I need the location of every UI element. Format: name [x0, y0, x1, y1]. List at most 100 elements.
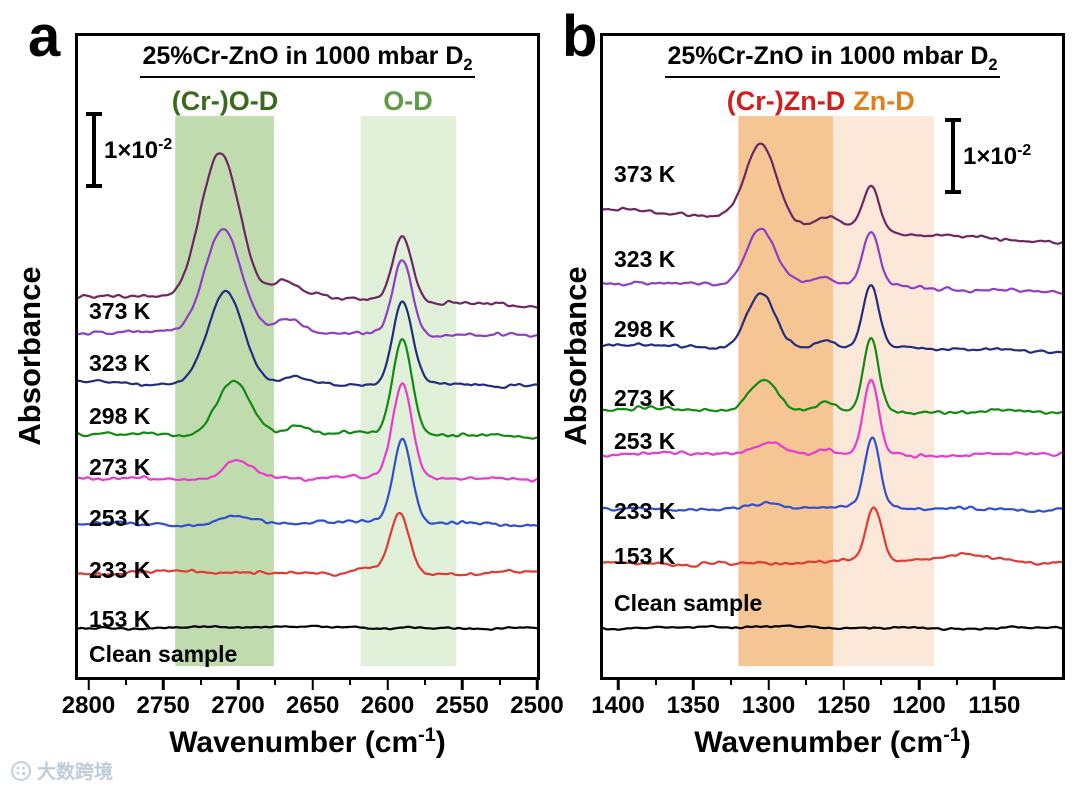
minor-tick-mark — [955, 680, 958, 685]
tick-label: 1200 — [892, 692, 946, 719]
tick-label: 2800 — [61, 692, 116, 719]
watermark: 大数跨境 — [10, 757, 113, 784]
series-label: 253 K — [614, 428, 676, 454]
scale-bar-label-base: 1×10 — [104, 136, 159, 164]
tick-label: 2550 — [435, 692, 489, 719]
minor-tick-mark — [274, 680, 277, 685]
spectrum-253-k — [603, 378, 1062, 459]
series-label: Clean sample — [89, 641, 238, 667]
x-axis-ticks-a — [78, 680, 539, 694]
x-axis-label-b: Wavenumber (cm-1) — [600, 724, 1065, 760]
scale-bar-cap-top — [86, 112, 102, 116]
tick-mark — [311, 680, 314, 690]
panel-b: b Absorbance 25%Cr-ZnO in 1000 mbar D2 (… — [540, 0, 1080, 790]
minor-tick-mark — [423, 680, 426, 685]
scale-bar-label: 1×10-2 — [104, 136, 172, 165]
spectrum-153-k — [78, 511, 537, 577]
highlight-band — [175, 116, 274, 667]
watermark-text: 大数跨境 — [37, 762, 114, 783]
spectrum-298-k — [603, 284, 1062, 355]
band-label-cr-o-d: (Cr-)O-D — [171, 86, 279, 116]
series-label: 323 K — [89, 350, 151, 376]
spectrum-253-k — [78, 382, 537, 483]
tick-mark — [917, 680, 921, 690]
series-label: 323 K — [614, 246, 676, 272]
watermark-logo-icon — [11, 760, 31, 781]
minor-tick-mark — [498, 680, 501, 685]
tick-label: 1350 — [666, 692, 720, 719]
spectrum-273-k — [78, 338, 537, 440]
spectra-plot-b — [603, 116, 1062, 667]
plot-title-text: 25%Cr-ZnO in 1000 mbar D — [667, 42, 989, 70]
tick-mark — [161, 680, 165, 690]
tick-label: 1400 — [591, 692, 645, 719]
band-label-o-d: O-D — [383, 86, 433, 116]
scale-bar-cap-bottom — [945, 190, 961, 194]
series-label: 153 K — [89, 606, 151, 632]
x-axis-label-close: ) — [435, 726, 446, 759]
tick-label: 1300 — [741, 692, 796, 719]
series-label: 298 K — [89, 403, 151, 429]
minor-tick-mark — [124, 680, 127, 685]
series-label: 373 K — [89, 298, 151, 324]
series-label: 233 K — [89, 557, 151, 583]
scale-bar-line — [945, 118, 961, 194]
x-axis-label-exponent: -1 — [418, 724, 436, 746]
highlight-band — [738, 116, 834, 667]
spectrum-clean-sample — [603, 624, 1062, 631]
series-label: 298 K — [614, 316, 676, 342]
x-axis-label-text: Wavenumber (cm — [169, 726, 419, 759]
minor-tick-mark — [349, 680, 352, 685]
plot-title-subscript: 2 — [988, 56, 998, 74]
minor-tick-mark — [654, 680, 657, 685]
spectrum-233-k — [603, 436, 1062, 513]
spectrum-373-k — [78, 152, 537, 309]
minor-tick-mark — [729, 680, 732, 685]
plot-title-b: 25%Cr-ZnO in 1000 mbar D2 — [603, 42, 1062, 78]
band-label-cr-zn-d: (Cr-)Zn-D — [726, 86, 846, 116]
plot-area-a: 25%Cr-ZnO in 1000 mbar D2 (Cr-)O-D O-D 1… — [75, 33, 540, 680]
spectrum-298-k — [78, 289, 537, 389]
scale-bar-b: 1×10-2 — [945, 118, 1031, 194]
tick-mark — [767, 680, 770, 690]
plot-title-text: 25%Cr-ZnO in 1000 mbar D — [142, 42, 464, 70]
tick-mark — [616, 680, 620, 690]
spectrum-323-k — [78, 228, 537, 338]
x-axis-ticks-b — [603, 680, 1062, 694]
x-axis-tick-labels-b: 1400 1350 1300 1250 1200 1150 — [591, 692, 1062, 722]
tick-mark — [692, 680, 695, 690]
series-label: 373 K — [614, 161, 676, 187]
series-label: 273 K — [89, 454, 151, 480]
plot-title-a: 25%Cr-ZnO in 1000 mbar D2 — [78, 42, 537, 78]
series-label: 253 K — [89, 505, 151, 531]
scale-bar-cap-top — [945, 118, 961, 122]
x-axis-label-a: Wavenumber (cm-1) — [75, 724, 540, 760]
series-label: 153 K — [614, 543, 676, 569]
scale-bar-label-base: 1×10 — [963, 142, 1018, 170]
tick-label: 2750 — [136, 692, 190, 719]
series-label: 273 K — [614, 385, 676, 411]
tick-mark — [535, 680, 539, 690]
tick-label: 1150 — [968, 692, 1021, 719]
spectrum-233-k — [78, 437, 537, 528]
scale-bar-line — [86, 112, 102, 188]
panel-a: a Absorbance 25%Cr-ZnO in 1000 mbar D2 (… — [12, 8, 564, 760]
tick-mark — [993, 680, 996, 690]
spectrum-323-k — [603, 227, 1062, 295]
tick-mark — [87, 680, 90, 690]
scale-bar-cap-bottom — [86, 184, 102, 188]
tick-label: 2600 — [360, 692, 415, 719]
series-label: Clean sample — [614, 590, 763, 616]
minor-tick-mark — [199, 680, 202, 685]
highlight-band — [360, 116, 457, 667]
spectrum-273-k — [603, 337, 1062, 416]
series-label: 233 K — [614, 498, 676, 524]
plot-title-subscript: 2 — [463, 56, 473, 74]
tick-label: 2700 — [211, 692, 265, 719]
scale-bar-label-exponent: -2 — [158, 135, 173, 153]
panel-letter-b: b — [562, 4, 598, 69]
tick-mark — [236, 680, 240, 690]
plot-area-b: 25%Cr-ZnO in 1000 mbar D2 (Cr-)Zn-D Zn-D… — [600, 33, 1065, 680]
spectrum-153-k — [603, 506, 1062, 568]
